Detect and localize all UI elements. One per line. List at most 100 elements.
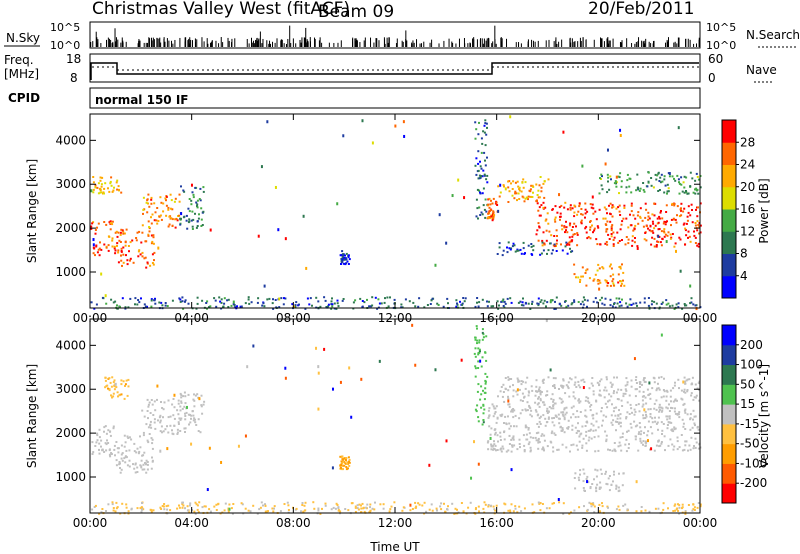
- scatter-cell: [611, 305, 614, 308]
- scatter-cell: [594, 468, 597, 471]
- nsky-bar: [698, 39, 700, 47]
- colorbar-tick-label: -100: [740, 456, 767, 470]
- scatter-cell: [324, 502, 327, 505]
- scatter-cell: [696, 426, 699, 429]
- scatter-cell: [120, 444, 123, 447]
- scatter-cell: [99, 189, 102, 192]
- scatter-cell: [147, 193, 150, 196]
- scatter-cell: [500, 300, 503, 303]
- scatter-cell: [507, 241, 510, 244]
- scatter-cell: [625, 186, 628, 189]
- nsky-panel: N.Sky 10^5 10^0 10^5 10^0 N.Search: [4, 21, 800, 52]
- nsky-bar: [645, 38, 647, 47]
- scatter-cell: [630, 379, 633, 382]
- nsky-bar: [411, 42, 413, 47]
- scatter-cell: [544, 206, 547, 209]
- scatter-cell: [582, 437, 585, 440]
- nsky-bar: [248, 43, 250, 47]
- scatter-cell: [91, 441, 94, 444]
- scatter-cell: [169, 424, 172, 427]
- scatter-cell: [564, 413, 567, 416]
- scatter-cell: [187, 207, 190, 210]
- scatter-cell: [514, 414, 517, 417]
- scatter-cell: [655, 389, 658, 392]
- colorbar-swatch: [722, 404, 736, 425]
- scatter-cell: [565, 446, 568, 449]
- scatter-cell: [183, 391, 186, 394]
- scatter-cell: [660, 244, 663, 247]
- scatter-cell: [348, 461, 351, 464]
- scatter-cell: [120, 453, 123, 456]
- scatter-cell: [98, 512, 101, 515]
- scatter-cell: [479, 398, 482, 401]
- scatter-cell: [274, 185, 277, 189]
- scatter-cell: [274, 299, 277, 301]
- scatter-cell: [508, 247, 511, 250]
- scatter-cell: [214, 299, 217, 302]
- scatter-cell: [317, 507, 320, 510]
- scatter-cell: [542, 206, 545, 209]
- scatter-cell: [142, 212, 144, 215]
- nsky-bar: [577, 41, 579, 47]
- scatter-cell: [637, 433, 640, 435]
- scatter-cell: [639, 382, 641, 385]
- scatter-cell: [660, 421, 663, 424]
- scatter-cell: [482, 169, 485, 172]
- scatter-cell: [618, 204, 621, 207]
- scatter-cell: [539, 214, 542, 217]
- scatter-cell: [264, 504, 267, 507]
- scatter-cell: [514, 505, 517, 508]
- scatter-cell: [584, 227, 587, 230]
- scatter-cell: [678, 504, 681, 507]
- scatter-cell: [330, 307, 333, 310]
- scatter-cell: [620, 223, 623, 226]
- scatter-cell: [651, 236, 654, 239]
- scatter-cell: [157, 419, 159, 422]
- scatter-cell: [223, 302, 226, 305]
- scatter-cell: [198, 501, 201, 504]
- scatter-cell: [667, 187, 670, 190]
- scatter-cell: [507, 509, 510, 512]
- colorbar-tick-label: 20: [740, 180, 755, 194]
- scatter-cell: [124, 244, 127, 247]
- scatter-cell: [195, 503, 198, 506]
- scatter-cell: [92, 246, 95, 249]
- scatter-cell: [538, 184, 541, 187]
- scatter-cell: [620, 280, 623, 283]
- scatter-cell: [601, 175, 603, 178]
- scatter-cell: [518, 438, 521, 441]
- scatter-cell: [265, 510, 268, 513]
- nsky-bar: [115, 37, 117, 47]
- nsky-bar: [90, 42, 92, 47]
- nsky-bar: [455, 43, 457, 47]
- scatter-cell: [475, 215, 478, 218]
- scatter-cell: [501, 445, 504, 448]
- scatter-cell: [100, 445, 102, 448]
- scatter-cell: [527, 302, 530, 305]
- scatter-cell: [658, 180, 661, 182]
- scatter-cell: [177, 421, 180, 424]
- scatter-cell: [496, 449, 499, 451]
- scatter-cell: [614, 420, 617, 423]
- scatter-cell: [674, 412, 677, 415]
- scatter-cell: [599, 481, 602, 484]
- scatter-cell: [656, 217, 659, 220]
- scatter-cell: [200, 404, 203, 407]
- scatter-cell: [98, 254, 101, 257]
- scatter-cell: [619, 228, 622, 231]
- scatter-cell: [492, 448, 495, 451]
- scatter-cell: [542, 378, 545, 381]
- scatter-cell: [139, 435, 141, 438]
- scatter-cell: [538, 226, 541, 229]
- scatter-cell: [341, 250, 344, 253]
- nsky-bar: [253, 43, 255, 47]
- scatter-cell: [561, 443, 564, 446]
- scatter-cell: [572, 443, 575, 446]
- scatter-cell: [665, 415, 668, 418]
- scatter-cell: [629, 213, 631, 216]
- scatter-cell: [163, 508, 166, 511]
- scatter-cell: [575, 444, 578, 447]
- scatter-cell: [148, 230, 151, 233]
- scatter-cell: [586, 421, 589, 424]
- scatter-cell: [529, 190, 532, 193]
